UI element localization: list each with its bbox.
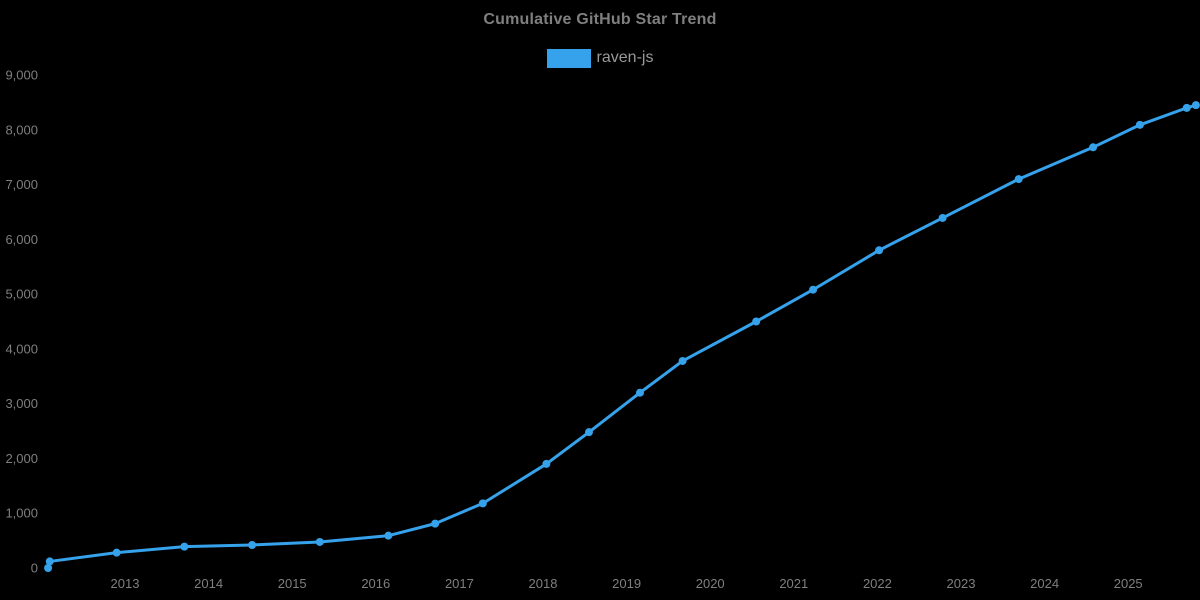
data-point-marker[interactable] [678,356,687,365]
y-axis-tick-label: 4,000 [5,341,38,356]
x-axis-tick-label: 2015 [278,576,307,591]
data-point-marker[interactable] [180,542,189,551]
data-point-marker[interactable] [44,564,53,572]
y-axis-tick-label: 2,000 [5,451,38,466]
y-axis-tick-label: 8,000 [5,122,38,137]
data-point-marker[interactable] [809,285,818,294]
legend-swatch [546,48,591,68]
data-point-marker[interactable] [938,213,947,222]
x-axis-tick-label: 2017 [445,576,474,591]
y-axis-tick-label: 3,000 [5,396,38,411]
x-axis-tick-label: 2023 [947,576,976,591]
x-axis-tick-label: 2024 [1030,576,1059,591]
x-axis-tick-label: 2018 [529,576,558,591]
data-point-marker[interactable] [315,537,324,546]
data-point-marker[interactable] [635,388,644,397]
chart-title: Cumulative GitHub Star Trend [483,11,717,28]
series-line-raven-js [46,103,1198,570]
data-point-marker[interactable] [752,317,761,326]
data-point-marker[interactable] [584,428,593,437]
data-point-marker[interactable] [1089,143,1098,152]
data-point-marker[interactable] [248,540,257,549]
y-axis-tick-label: 7,000 [5,177,38,192]
x-axis-tick-label: 2019 [612,576,641,591]
data-point-marker[interactable] [478,499,487,508]
y-axis-tick-label: 0 [31,561,38,576]
x-axis-tick-label: 2014 [194,576,223,591]
y-axis-tick-label: 1,000 [5,506,38,521]
legend-label: raven-js [596,49,654,66]
y-axis-tick-label: 6,000 [5,232,38,247]
data-point-marker[interactable] [1135,120,1144,129]
x-axis-tick-label: 2025 [1114,576,1143,591]
data-point-marker[interactable] [875,246,884,255]
data-point-marker[interactable] [112,548,121,557]
data-point-marker[interactable] [1014,175,1023,184]
x-axis-tick-label: 2020 [696,576,725,591]
x-axis-tick-label: 2016 [361,576,390,591]
data-point-marker[interactable] [1182,103,1191,112]
data-point-marker[interactable] [1191,101,1200,110]
data-point-marker[interactable] [431,519,440,528]
x-axis-tick-label: 2021 [779,576,808,591]
legend[interactable]: raven-js [0,47,1200,69]
x-axis-tick-label: 2022 [863,576,892,591]
data-point-marker[interactable] [542,459,551,468]
y-axis-tick-label: 5,000 [5,287,38,302]
x-axis-tick-label: 2013 [111,576,140,591]
data-point-marker[interactable] [384,531,393,540]
y-axis-tick-label: 9,000 [5,68,38,83]
data-point-marker[interactable] [45,557,54,566]
